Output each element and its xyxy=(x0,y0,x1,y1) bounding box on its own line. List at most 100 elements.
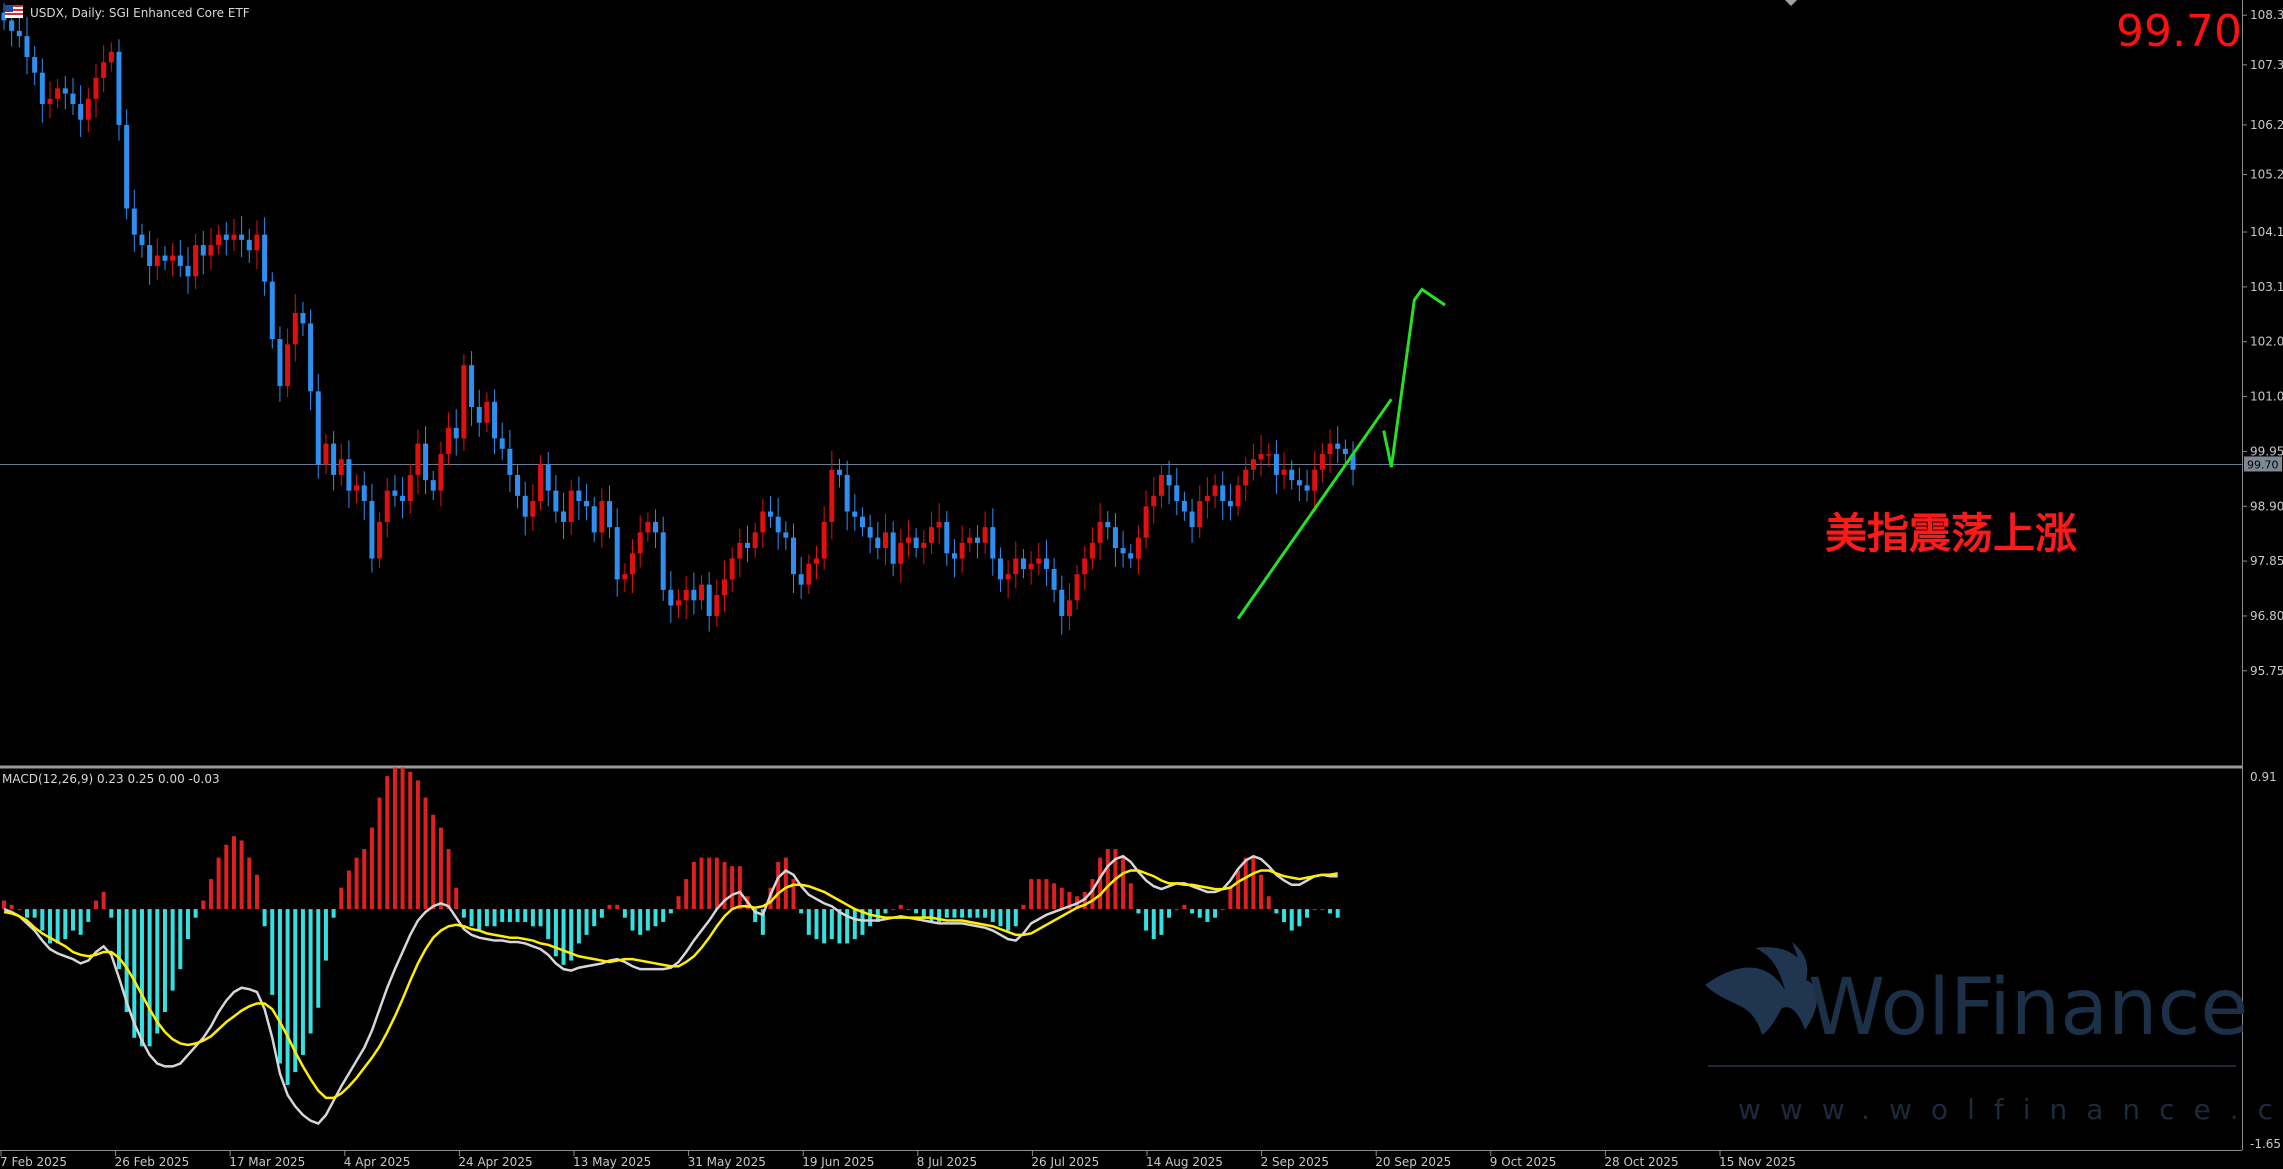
candle-up xyxy=(1066,600,1072,616)
candle-down xyxy=(331,443,337,475)
candle-down xyxy=(545,464,551,491)
macd-axis-bottom: -1.65 xyxy=(2250,1137,2281,1151)
price-tick-label: 99.95 xyxy=(2250,444,2283,458)
candle-down xyxy=(62,88,68,94)
macd-histogram-bar xyxy=(492,909,497,927)
macd-histogram-bar xyxy=(937,909,942,922)
candle-up xyxy=(208,245,214,256)
macd-histogram-bar xyxy=(822,909,827,944)
macd-histogram-bar xyxy=(607,904,612,910)
candle-up xyxy=(967,537,973,543)
macd-histogram-bar xyxy=(277,909,282,1064)
candle-down xyxy=(522,495,528,517)
candle-up xyxy=(622,574,628,580)
macd-histogram-bar xyxy=(1052,883,1057,910)
macd-histogram-bar xyxy=(308,909,313,1034)
macd-histogram-bar xyxy=(300,909,305,1055)
candle-up xyxy=(959,542,965,559)
candle-down xyxy=(308,323,314,392)
support-trendline[interactable] xyxy=(1236,398,1393,620)
candle-down xyxy=(507,448,513,475)
macd-line xyxy=(3,854,1338,1126)
candle-up xyxy=(568,490,574,522)
macd-histogram-bar xyxy=(783,857,788,910)
candle-down xyxy=(653,521,659,533)
macd-histogram-bar xyxy=(691,861,696,910)
candle-down xyxy=(1335,443,1341,449)
candle-up xyxy=(1135,537,1141,559)
candle-down xyxy=(1128,553,1134,559)
macd-histogram-bar xyxy=(737,866,742,910)
macd-histogram-bar xyxy=(385,776,390,910)
candle-down xyxy=(768,511,773,517)
candle-up xyxy=(714,595,720,616)
candle-down xyxy=(476,407,482,423)
candle-up xyxy=(1266,454,1272,456)
candle-up xyxy=(154,255,160,266)
watermark-url: www.wolfinance.com xyxy=(1738,1093,2283,1126)
candle-down xyxy=(24,36,30,58)
macd-histogram-bar xyxy=(684,879,689,910)
wolf-logo-icon xyxy=(1705,942,1818,1035)
candle-down xyxy=(944,521,950,554)
candle-down xyxy=(223,234,229,240)
time-axis: 7 Feb 2025 26 Feb 2025 17 Mar 2025 4 Apr 20… xyxy=(0,1150,1796,1169)
price-tick-label: 105.25 xyxy=(2250,168,2283,182)
candle-down xyxy=(1296,480,1302,486)
candle-up xyxy=(47,98,53,105)
candle-up xyxy=(1212,485,1218,496)
candle-down xyxy=(185,265,191,277)
macd-histogram-bar xyxy=(1335,909,1340,918)
macd-histogram-bar xyxy=(1067,891,1072,910)
candle-down xyxy=(614,527,620,580)
forecast-arrow[interactable] xyxy=(1382,287,1446,468)
candle-down xyxy=(1112,527,1118,549)
candle-up xyxy=(737,542,743,559)
macd-histogram-bar xyxy=(860,909,865,935)
candle-down xyxy=(277,339,283,387)
candle-up xyxy=(928,527,934,543)
candle-down xyxy=(660,532,666,590)
macd-histogram-bar xyxy=(55,909,60,944)
candle-down xyxy=(423,443,429,481)
macd-histogram-bar xyxy=(714,857,719,910)
time-tick-label: 15 Nov 2025 xyxy=(1719,1155,1796,1169)
macd-histogram-bar xyxy=(1243,857,1248,910)
candle-down xyxy=(584,501,590,507)
candle-down xyxy=(200,245,206,256)
candle-up xyxy=(1143,506,1149,538)
candle-up xyxy=(676,600,682,606)
candle-up xyxy=(1312,469,1318,491)
price-tick-label: 101.00 xyxy=(2250,390,2283,404)
current-price-display: 99.70 xyxy=(2116,6,2242,57)
macd-histogram-bar xyxy=(469,909,474,927)
macd-histogram-bar xyxy=(1213,909,1218,918)
macd-histogram-bar xyxy=(40,909,45,931)
candle-down xyxy=(775,516,781,533)
macd-histogram-bar xyxy=(1289,909,1294,931)
macd-histogram-bar xyxy=(362,849,367,910)
candle-down xyxy=(1342,448,1348,455)
candle-up xyxy=(599,501,605,533)
macd-histogram-bar xyxy=(1197,909,1202,918)
macd-histogram-bar xyxy=(231,836,236,910)
price-tick-label: 103.10 xyxy=(2250,280,2283,294)
candle-down xyxy=(39,72,45,105)
macd-histogram-bar xyxy=(331,909,336,918)
candle-down xyxy=(561,511,567,522)
macd-histogram-bar xyxy=(454,887,459,910)
macd-histogram-bar xyxy=(316,909,321,1008)
macd-histogram-bar xyxy=(93,900,98,910)
macd-histogram-bar xyxy=(538,909,543,927)
macd-histogram-bar xyxy=(208,879,213,910)
candle-up xyxy=(1013,558,1019,575)
macd-histogram-bar xyxy=(1282,909,1287,922)
candle-down xyxy=(852,511,858,517)
candle-down xyxy=(783,532,789,538)
chart-shift-icon[interactable] xyxy=(1785,0,1797,6)
macd-histogram-bar xyxy=(24,909,29,918)
candle-up xyxy=(1235,485,1241,507)
candle-down xyxy=(147,245,153,266)
candle-up xyxy=(1082,558,1088,575)
